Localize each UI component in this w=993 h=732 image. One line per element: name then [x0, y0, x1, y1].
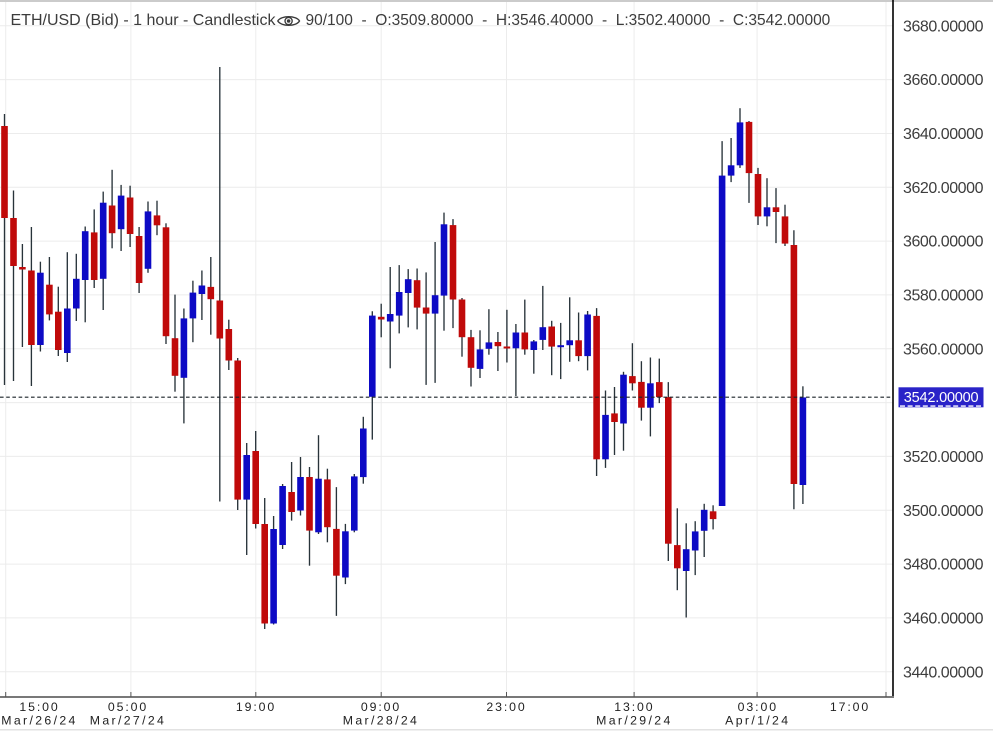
svg-text:Mar/27/24: Mar/27/24: [90, 714, 167, 728]
svg-text:Mar/29/24: Mar/29/24: [596, 714, 673, 728]
svg-text:3440.00000: 3440.00000: [903, 664, 984, 681]
svg-text:3620.00000: 3620.00000: [903, 180, 984, 197]
svg-text:ETH/USD (Bid) - 1 hour - Candl: ETH/USD (Bid) - 1 hour - Candlestick: [11, 12, 277, 29]
svg-text:3580.00000: 3580.00000: [903, 288, 984, 305]
svg-text:3520.00000: 3520.00000: [903, 449, 984, 466]
svg-text:3680.00000: 3680.00000: [903, 18, 984, 35]
svg-text:Mar/26/24: Mar/26/24: [1, 714, 78, 728]
svg-text:3640.00000: 3640.00000: [903, 126, 984, 143]
svg-text:3500.00000: 3500.00000: [903, 503, 984, 520]
svg-text:Mar/28/24: Mar/28/24: [343, 714, 420, 728]
svg-text:23:00: 23:00: [486, 700, 526, 714]
svg-text:3600.00000: 3600.00000: [903, 234, 984, 251]
svg-text:3460.00000: 3460.00000: [903, 611, 984, 628]
svg-text:Apr/1/24: Apr/1/24: [725, 714, 790, 728]
svg-text:09:00: 09:00: [361, 700, 401, 714]
svg-text:05:00: 05:00: [108, 700, 148, 714]
svg-text:3542.00000: 3542.00000: [904, 390, 979, 406]
svg-text:17:00: 17:00: [830, 700, 870, 714]
svg-text:13:00: 13:00: [614, 700, 654, 714]
svg-text:19:00: 19:00: [236, 700, 276, 714]
svg-text:3560.00000: 3560.00000: [903, 341, 984, 358]
svg-text:15:00: 15:00: [19, 700, 59, 714]
svg-text:3480.00000: 3480.00000: [903, 557, 984, 574]
svg-text:90/100 - O:3509.80000 - H:: 90/100 - O:3509.80000 - H:3546.40000 - L…: [306, 12, 831, 29]
svg-text:3660.00000: 3660.00000: [903, 72, 984, 89]
svg-text:03:00: 03:00: [738, 700, 778, 714]
